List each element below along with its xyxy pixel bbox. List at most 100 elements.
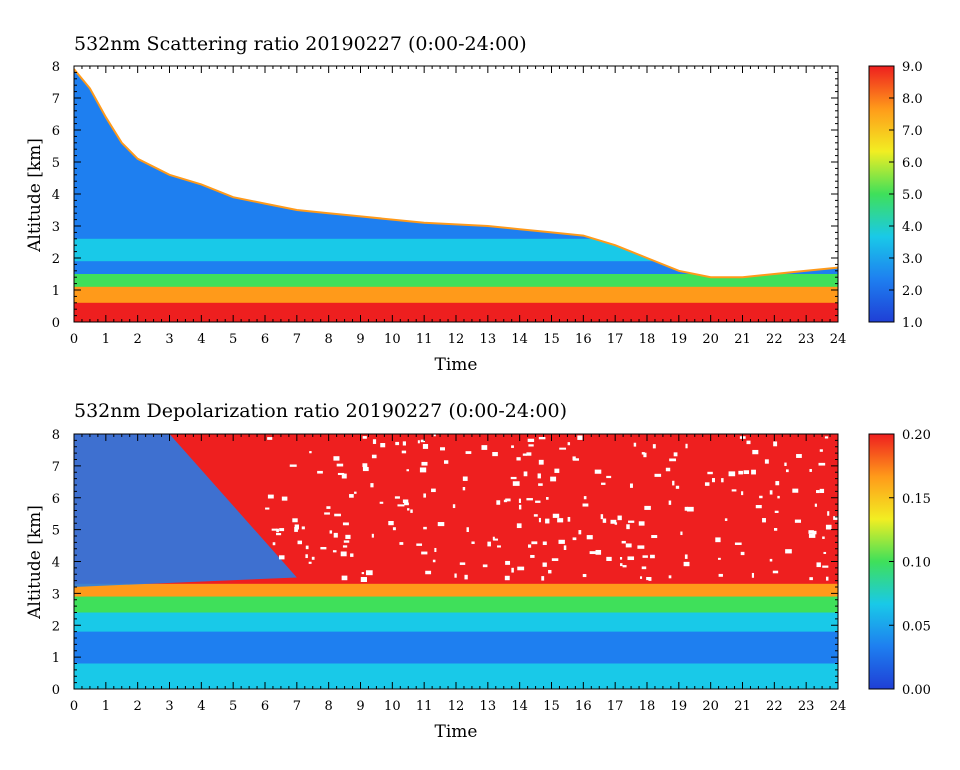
noise-speck <box>668 575 672 579</box>
noise-speck <box>546 496 549 500</box>
noise-speck <box>642 555 648 558</box>
noise-speck <box>320 546 327 550</box>
noise-speck <box>684 506 688 511</box>
noise-speck <box>421 551 428 555</box>
y-axis-label: Altitude [km] <box>25 138 45 253</box>
noise-speck <box>812 530 817 535</box>
noise-speck <box>420 439 425 443</box>
noise-speck <box>444 460 449 464</box>
noise-speck <box>497 545 501 548</box>
x-tick-label: 18 <box>639 699 656 714</box>
noise-speck <box>557 518 564 523</box>
noise-speck <box>822 565 829 568</box>
scattering-ratio-panel: 532nm Scattering ratio 20190227 (0:00-24… <box>25 33 923 375</box>
noise-speck <box>686 506 694 512</box>
colorbar-tick-label: 0.05 <box>902 619 931 634</box>
colorbar-tick-label: 0.00 <box>902 683 931 698</box>
noise-speck <box>527 544 532 548</box>
noise-speck <box>718 573 723 577</box>
y-tick-label: 5 <box>52 524 60 539</box>
noise-speck <box>305 554 308 559</box>
noise-speck <box>602 518 607 523</box>
noise-speck <box>808 530 814 534</box>
noise-speck <box>276 528 279 533</box>
x-tick-label: 0 <box>70 699 78 714</box>
noise-speck <box>336 463 344 467</box>
noise-speck <box>582 573 587 578</box>
noise-speck <box>823 551 827 554</box>
noise-speck <box>482 564 488 568</box>
x-tick-label: 13 <box>480 332 497 347</box>
noise-speck <box>577 435 583 440</box>
noise-speck <box>764 459 769 464</box>
x-tick-label: 3 <box>165 332 173 347</box>
noise-speck <box>281 496 288 501</box>
noise-speck <box>341 575 348 581</box>
y-tick-label: 2 <box>52 252 60 267</box>
noise-speck <box>466 527 469 533</box>
y-tick-label: 1 <box>52 651 60 666</box>
noise-speck <box>492 536 495 541</box>
x-tick-label: 22 <box>766 699 783 714</box>
y-tick-label: 4 <box>52 556 60 571</box>
x-tick-label: 8 <box>325 332 333 347</box>
noise-speck <box>538 483 543 486</box>
noise-speck <box>641 452 645 455</box>
colorbar-tick-label: 0.15 <box>902 492 931 507</box>
noise-speck <box>819 488 825 494</box>
noise-speck <box>809 468 812 472</box>
noise-speck <box>397 504 405 507</box>
noise-speck <box>626 524 630 530</box>
noise-speck <box>370 483 374 488</box>
noise-speck <box>503 499 508 503</box>
noise-speck <box>809 577 813 581</box>
x-axis-label: Time <box>435 722 478 742</box>
noise-speck <box>423 526 427 530</box>
noise-speck <box>704 482 710 486</box>
noise-speck <box>683 561 690 567</box>
noise-speck <box>586 535 593 540</box>
noise-speck <box>326 506 331 509</box>
clear-air-region <box>74 434 297 587</box>
noise-speck <box>440 447 446 451</box>
y-tick-label: 4 <box>52 188 60 203</box>
noise-speck <box>641 566 647 570</box>
noise-speck <box>406 469 410 472</box>
noise-speck <box>751 469 756 475</box>
x-tick-label: 14 <box>511 332 528 347</box>
colorbar-tick-label: 0.10 <box>902 556 931 571</box>
x-tick-label: 23 <box>798 699 815 714</box>
noise-speck <box>738 470 743 475</box>
noise-speck <box>395 441 400 446</box>
noise-speck <box>305 545 309 550</box>
colorbar-tick-label: 5.0 <box>902 188 923 203</box>
noise-speck <box>762 518 766 523</box>
noise-speck <box>772 570 779 574</box>
noise-speck <box>372 439 377 444</box>
x-tick-label: 5 <box>229 332 237 347</box>
noise-speck <box>531 541 538 545</box>
noise-speck <box>512 481 520 486</box>
noise-speck <box>522 453 528 456</box>
noise-speck <box>505 560 511 565</box>
colorbar-tick-label: 2.0 <box>902 284 923 299</box>
noise-speck <box>399 542 404 545</box>
noise-speck <box>707 471 713 475</box>
noise-speck <box>816 562 821 568</box>
noise-speck <box>578 530 582 535</box>
noise-speck <box>785 549 792 554</box>
x-tick-label: 17 <box>607 699 624 714</box>
y-tick-label: 6 <box>52 124 60 139</box>
noise-speck <box>362 466 369 472</box>
noise-speck <box>510 476 517 480</box>
noise-speck <box>511 445 514 448</box>
noise-speck <box>272 542 276 546</box>
noise-speck <box>629 483 633 488</box>
noise-speck <box>419 467 427 473</box>
noise-speck <box>643 452 647 458</box>
noise-speck <box>294 526 298 532</box>
noise-speck <box>819 449 823 452</box>
noise-speck <box>740 551 745 556</box>
noise-speck <box>371 454 377 459</box>
